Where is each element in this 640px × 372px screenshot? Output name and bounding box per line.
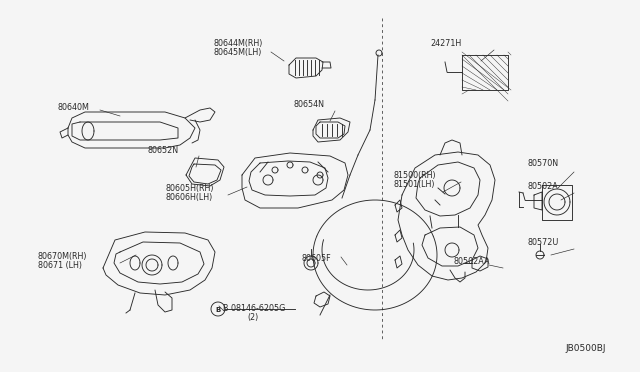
- Text: 80640M: 80640M: [58, 103, 90, 112]
- Text: 81501(LH): 81501(LH): [393, 180, 435, 189]
- Text: 80572U: 80572U: [527, 238, 558, 247]
- Text: 80654N: 80654N: [293, 100, 324, 109]
- Text: 80606H(LH): 80606H(LH): [166, 193, 213, 202]
- Text: 80671 (LH): 80671 (LH): [38, 261, 82, 270]
- Text: 80605F: 80605F: [302, 254, 332, 263]
- Text: 80502AA: 80502AA: [453, 257, 490, 266]
- Text: 80502A: 80502A: [527, 182, 557, 191]
- Text: 80570N: 80570N: [527, 159, 558, 168]
- Text: B 08146-6205G: B 08146-6205G: [223, 304, 285, 313]
- Text: 80652N: 80652N: [148, 146, 179, 155]
- Text: 80670M(RH): 80670M(RH): [38, 252, 88, 261]
- Text: JB0500BJ: JB0500BJ: [565, 344, 605, 353]
- Text: B: B: [216, 307, 221, 313]
- Text: 80644M(RH): 80644M(RH): [213, 39, 262, 48]
- Text: (2): (2): [247, 313, 259, 322]
- Text: 81500(RH): 81500(RH): [393, 171, 436, 180]
- Text: 80645M(LH): 80645M(LH): [213, 48, 261, 57]
- Text: 80605H(RH): 80605H(RH): [166, 184, 214, 193]
- Text: 24271H: 24271H: [430, 39, 461, 48]
